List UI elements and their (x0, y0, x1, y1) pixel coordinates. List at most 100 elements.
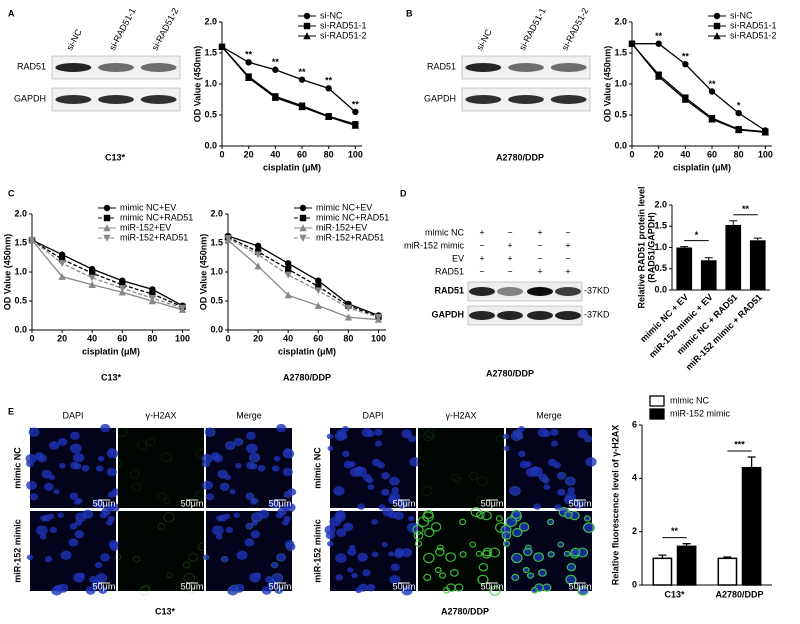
foci (439, 572, 447, 579)
error-bar (658, 554, 667, 559)
foci (188, 553, 198, 562)
x-tick-label: 0 (219, 149, 224, 159)
foci (421, 486, 433, 496)
series-line (31, 239, 183, 311)
x-tick-label: 60 (313, 333, 323, 343)
annotation: ** (272, 57, 280, 67)
micrograph: 50μm (326, 425, 421, 511)
foci (450, 568, 459, 577)
legend-label: si-NC (730, 10, 753, 20)
nucleus (523, 548, 533, 556)
legend-label: mimic NC+EV (316, 202, 372, 212)
legend-label: miR-152 mimic (670, 408, 731, 418)
nucleus (573, 499, 584, 509)
nucleus (367, 484, 375, 490)
nucleus (394, 548, 405, 557)
nucleus (333, 486, 345, 496)
nucleus (273, 455, 281, 462)
nucleus (271, 573, 284, 584)
legend-label: mimic NC+RAD51 (120, 212, 193, 222)
nucleus (205, 493, 215, 501)
nucleus (501, 531, 512, 540)
nucleus (100, 423, 111, 433)
foci (286, 542, 296, 551)
scale-label: 50μm (481, 581, 504, 591)
nucleus (48, 474, 56, 480)
nucleus (335, 510, 346, 519)
marker (325, 85, 332, 92)
marker (654, 72, 663, 80)
foci (283, 490, 292, 499)
legend-marker (299, 204, 307, 212)
micrograph: 50μm (26, 507, 120, 596)
nucleus (36, 525, 48, 536)
y-tick-label: 6 (632, 419, 637, 429)
nucleus (49, 526, 58, 534)
series-line (227, 237, 379, 318)
foci (114, 554, 122, 561)
marker (272, 66, 279, 73)
scale-label: 50μm (93, 498, 116, 508)
band-label: RAD51 (434, 285, 464, 295)
y-tick-label: 0.0 (204, 140, 217, 150)
marker (254, 251, 262, 259)
foci (423, 552, 435, 564)
nucleus (362, 473, 372, 482)
nucleus (407, 522, 419, 533)
nucleus (564, 511, 573, 519)
foci (434, 566, 442, 574)
x-tick-label: C13* (664, 589, 685, 599)
nucleus (397, 499, 408, 509)
foci (225, 441, 236, 450)
foci (414, 433, 422, 440)
nucleus (537, 427, 549, 438)
foci (132, 482, 142, 491)
series-line (227, 235, 379, 317)
nucleus (374, 428, 383, 436)
x-tick-label: 40 (270, 149, 280, 159)
y-tick-label: 1.0 (654, 242, 667, 252)
legend-label: miR-152+RAD51 (120, 232, 188, 242)
micrograph-bg (118, 428, 204, 508)
nucleus (409, 457, 421, 467)
nucleus (282, 467, 293, 477)
x-axis-title: cisplatin (μM) (673, 162, 731, 172)
column-label: Merge (536, 410, 562, 420)
nucleus (347, 567, 354, 573)
scale-label: 50μm (269, 581, 292, 591)
legend-label: miR-152+EV (316, 222, 367, 232)
x-tick-label: 0 (225, 333, 230, 343)
column-label: γ-H2AX (145, 410, 176, 420)
foci (478, 562, 489, 572)
nucleus (100, 553, 110, 562)
x-axis-title: cisplatin (μM) (82, 346, 140, 356)
nucleus (362, 569, 371, 577)
blot-caption: C13* (105, 152, 126, 162)
foci (423, 509, 434, 519)
band (140, 63, 177, 72)
nucleus (257, 464, 266, 472)
foci (565, 574, 577, 585)
nucleus (44, 556, 53, 563)
foci (220, 482, 230, 491)
y-tick-label: 0 (632, 579, 637, 589)
foci (512, 527, 523, 538)
foci (538, 473, 548, 482)
row-label: mimic NC (312, 447, 322, 489)
nucleus (204, 427, 216, 437)
nucleus (538, 473, 548, 482)
nucleus (342, 425, 349, 432)
marker (284, 291, 292, 299)
foci (195, 448, 206, 459)
foci (481, 510, 492, 521)
y-axis-title: OD Value (450nm) (602, 46, 612, 123)
nucleus (388, 511, 397, 519)
foci (516, 433, 524, 440)
marker (118, 288, 126, 296)
bar (749, 240, 766, 290)
annotation: ** (245, 50, 253, 60)
foci (503, 445, 510, 452)
scale-label: 50μm (93, 581, 116, 591)
marker (88, 269, 96, 277)
